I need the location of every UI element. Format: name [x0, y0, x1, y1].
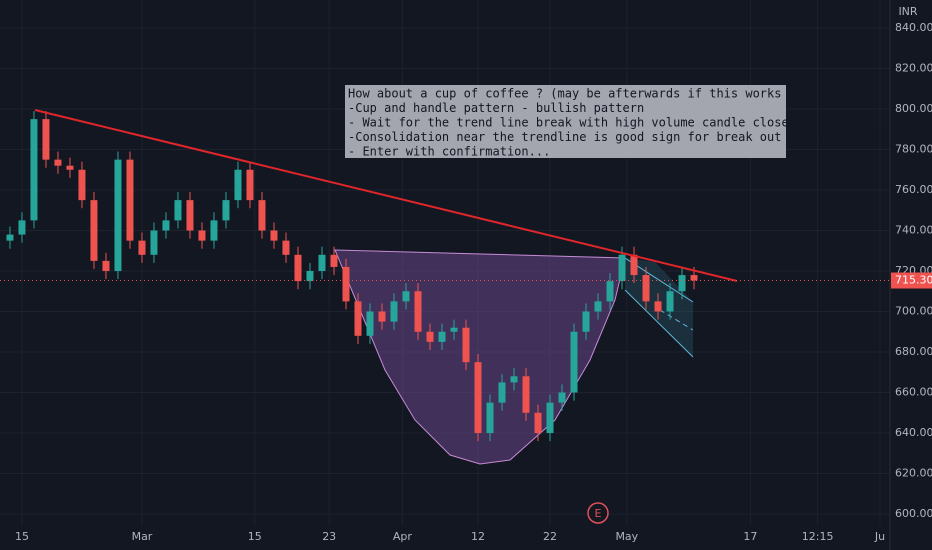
candle-body	[390, 301, 398, 322]
y-tick-label: 600.00	[895, 507, 932, 520]
y-tick-label: 760.00	[895, 183, 932, 196]
earnings-icon: E	[595, 507, 602, 520]
candle-body	[438, 331, 446, 342]
x-tick-label: Apr	[393, 530, 413, 543]
channel-mid	[659, 309, 694, 331]
candle-body	[414, 291, 422, 332]
candle-body	[690, 275, 698, 281]
candle-body	[654, 301, 662, 312]
candle-body	[162, 220, 170, 231]
candle-body	[210, 220, 218, 241]
earnings-marker	[587, 502, 609, 524]
candle-body	[474, 362, 482, 434]
candle-body	[618, 254, 626, 282]
x-tick-label: 12:15	[802, 530, 834, 543]
candle-body	[114, 159, 122, 272]
candle-body	[270, 230, 278, 241]
currency-label: INR	[898, 5, 917, 18]
x-tick-label: Ju	[874, 530, 885, 543]
candles	[6, 111, 698, 442]
y-tick-label: 700.00	[895, 305, 932, 318]
candle-body	[66, 165, 74, 170]
candle-body	[30, 119, 38, 221]
candle-body	[486, 402, 494, 434]
x-tick-label: May	[615, 530, 638, 543]
candle-body	[546, 402, 554, 434]
candle-body	[606, 281, 614, 302]
y-tick-label: 820.00	[895, 62, 932, 75]
last-price-box	[891, 272, 932, 289]
channel-line	[624, 289, 694, 358]
candle-body	[306, 271, 314, 282]
candle-body	[498, 382, 506, 403]
candle-body	[174, 200, 182, 221]
candle-body	[18, 220, 26, 235]
candle-body	[198, 230, 206, 241]
x-tick-label: 23	[322, 530, 336, 543]
candle-body	[102, 260, 110, 272]
candle-body	[282, 240, 290, 255]
x-tick-label: 12	[471, 530, 485, 543]
candle-body	[258, 200, 266, 231]
candle-body	[150, 230, 158, 255]
candle-body	[450, 327, 458, 332]
x-tick-label: 15	[15, 530, 29, 543]
candle-body	[246, 169, 254, 201]
candle-body	[426, 331, 434, 342]
candle-body	[54, 159, 62, 166]
candle-body	[78, 169, 86, 201]
x-tick-label: 15	[248, 530, 262, 543]
y-tick-label: 840.00	[895, 21, 932, 34]
candle-body	[594, 301, 602, 312]
candle-body	[6, 234, 14, 241]
trend-line	[34, 109, 738, 282]
candle-body	[642, 275, 650, 302]
candle-body	[378, 311, 386, 322]
candle-body	[666, 291, 674, 312]
candle-body	[534, 412, 542, 434]
y-tick-label: 740.00	[895, 224, 932, 237]
candle-body	[522, 376, 530, 413]
candle-body	[510, 376, 518, 383]
candle-body	[90, 200, 98, 261]
candle-body	[186, 200, 194, 231]
y-tick-label: 780.00	[895, 143, 932, 156]
annotation-line: -Consolidation near the trendline is goo…	[348, 130, 890, 144]
candle-body	[558, 392, 566, 403]
candle-body	[234, 169, 242, 201]
x-tick-label: 22	[543, 530, 557, 543]
x-tick-label: Mar	[132, 530, 153, 543]
y-tick-label: 620.00	[895, 467, 932, 480]
candle-body	[342, 266, 350, 302]
annotation-line: How about a cup of coffee ? (may be afte…	[348, 87, 810, 101]
candle-body	[366, 311, 374, 336]
candle-body	[582, 311, 590, 332]
candle-body	[330, 254, 338, 267]
y-tick-label: 680.00	[895, 345, 932, 358]
candle-body	[678, 275, 686, 292]
candle-body	[462, 327, 470, 363]
annotation: How about a cup of coffee ? (may be afte…	[348, 87, 890, 159]
y-tick-label: 640.00	[895, 426, 932, 439]
candle-body	[318, 254, 326, 272]
annotation-line: - Enter with confirmation...	[348, 145, 550, 159]
y-tick-label: 800.00	[895, 102, 932, 115]
y-tick-label: 660.00	[895, 386, 932, 399]
candle-body	[222, 200, 230, 221]
candle-body	[402, 291, 410, 302]
candle-body	[126, 159, 134, 241]
annotation-box	[345, 85, 786, 158]
candle-body	[42, 119, 50, 160]
annotation-line: - Wait for the trend line break with hig…	[348, 116, 789, 130]
candle-body	[570, 331, 578, 393]
candle-body	[354, 301, 362, 336]
x-tick-label: 17	[743, 530, 757, 543]
annotation-line: -Cup and handle pattern - bullish patter…	[348, 101, 644, 115]
candle-body	[138, 240, 146, 255]
candle-body	[294, 254, 302, 282]
candle-body	[630, 254, 638, 276]
last-price-label: 715.30	[895, 274, 932, 287]
